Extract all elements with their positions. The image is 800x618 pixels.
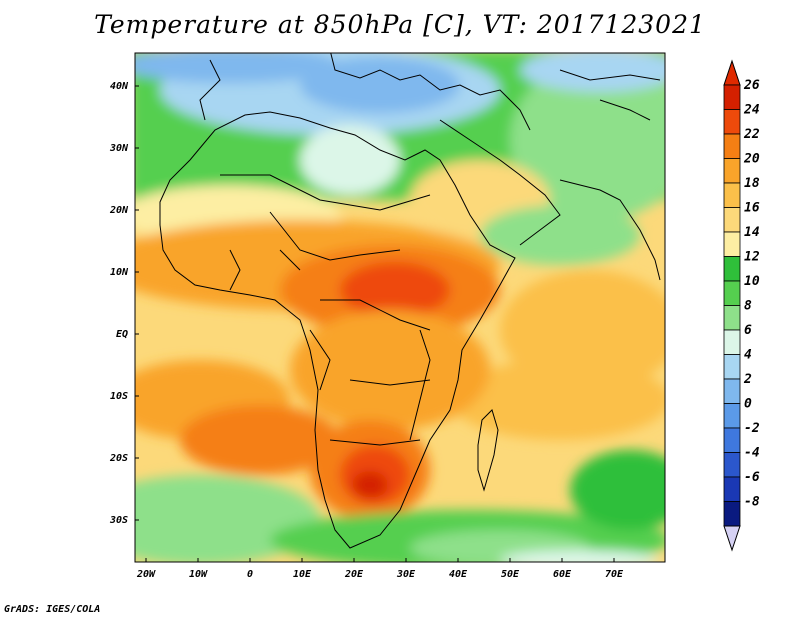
lon-label: 40E xyxy=(449,569,468,580)
map-frame xyxy=(134,52,666,563)
temperature-field xyxy=(135,53,665,562)
colorbar-bottom-arrow xyxy=(723,525,741,552)
colorbar-label: 2 xyxy=(743,372,752,387)
colorbar-label: 26 xyxy=(743,78,760,93)
colorbar-swatch xyxy=(723,256,741,282)
colorbar-label: -2 xyxy=(744,421,760,436)
colorbar-swatch xyxy=(723,231,741,257)
lat-label: 10S xyxy=(110,391,128,402)
colorbar-top-arrow xyxy=(723,59,741,86)
chart-title: Temperature at 850hPa [C], VT: 201712302… xyxy=(94,10,706,39)
lon-label: 20W xyxy=(136,569,156,580)
lon-label: 30E xyxy=(396,569,416,580)
lat-label: 30N xyxy=(109,143,129,154)
longitude-labels: 20W 10W 0 10E 20E 30E 40E 50E 60E 70E xyxy=(136,569,624,580)
lat-label: 10N xyxy=(110,267,129,278)
colorbar-label: -8 xyxy=(744,495,760,510)
colorbar-swatch xyxy=(723,84,741,110)
lat-label: 30S xyxy=(109,515,128,526)
longitude-ticks xyxy=(145,558,615,562)
coastlines xyxy=(159,53,661,549)
lon-label: 60E xyxy=(553,569,572,580)
lat-label: 20S xyxy=(109,453,128,464)
colorbar-swatch xyxy=(723,378,741,404)
colorbar-label: 4 xyxy=(744,348,752,363)
colorbar-label: 14 xyxy=(744,225,760,240)
colorbar-swatch xyxy=(723,109,741,135)
colorbar-label: 22 xyxy=(743,127,760,142)
lat-label: EQ xyxy=(116,329,128,340)
colorbar-label: 16 xyxy=(744,201,760,216)
colorbar-swatch xyxy=(723,280,741,306)
colorbar-swatch xyxy=(723,403,741,429)
lon-label: 10E xyxy=(293,569,312,580)
colorbar-swatch xyxy=(723,182,741,208)
lat-label: 20N xyxy=(109,205,129,216)
colorbar-swatch xyxy=(723,133,741,159)
colorbar-swatch xyxy=(723,158,741,184)
colorbar-label: -4 xyxy=(744,446,760,461)
colorbar-swatch xyxy=(723,207,741,233)
colorbar-label: 6 xyxy=(744,323,752,338)
colorbar-label: -6 xyxy=(744,470,760,485)
lon-label: 0 xyxy=(247,569,253,580)
colorbar-swatch xyxy=(723,452,741,478)
colorbar-swatch xyxy=(723,305,741,331)
colorbar-swatch xyxy=(723,501,741,527)
footer-credit: GrADS: IGES/COLA xyxy=(4,604,101,615)
colorbar-label: 8 xyxy=(744,299,752,314)
lon-label: 70E xyxy=(605,569,624,580)
latitude-labels: 40N 30N 20N 10N EQ 10S 20S 30S xyxy=(109,81,129,526)
latitude-ticks xyxy=(135,85,139,521)
lat-label: 40N xyxy=(110,81,129,92)
colorbar-label: 24 xyxy=(743,103,760,118)
lon-label: 10W xyxy=(189,569,208,580)
colorbar-swatch xyxy=(723,427,741,453)
colorbar-label: 12 xyxy=(744,250,760,265)
lon-label: 50E xyxy=(501,569,520,580)
colorbar-label: 10 xyxy=(744,274,760,289)
colorbar-swatch xyxy=(723,354,741,380)
colorbar-label: 18 xyxy=(744,176,760,191)
lon-label: 20E xyxy=(344,569,364,580)
colorbar-label: 0 xyxy=(744,397,752,412)
colorbar-swatch xyxy=(723,476,741,502)
colorbar-label: 20 xyxy=(743,152,760,167)
colorbar-swatch xyxy=(723,329,741,355)
